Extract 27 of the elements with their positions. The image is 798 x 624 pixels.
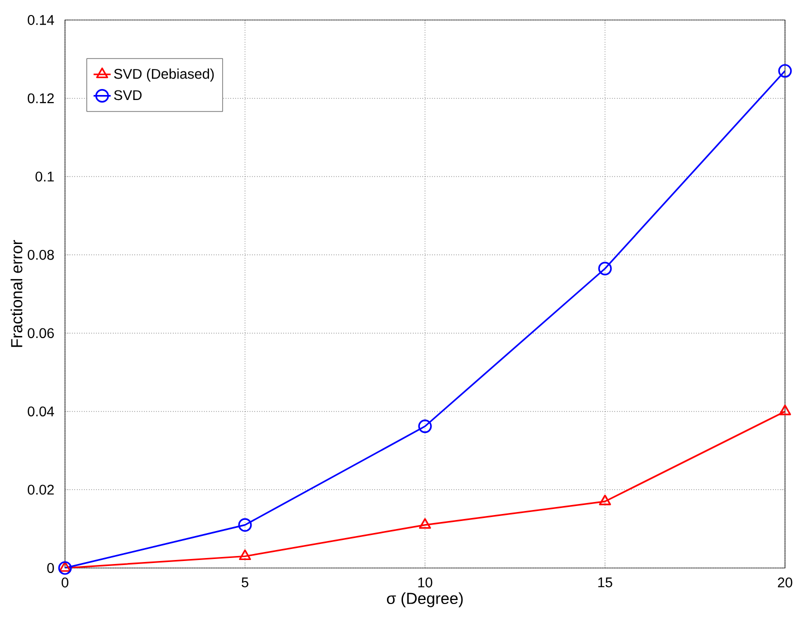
- y-tick-label: 0.02: [28, 484, 54, 495]
- y-tick-label: 0.14: [28, 15, 54, 25]
- legend-label: SVD (Debiased): [114, 68, 214, 82]
- y-tick-label: 0: [47, 563, 54, 573]
- x-axis-title: σ (Degree): [386, 592, 463, 608]
- point: [598, 262, 612, 276]
- point: [419, 518, 431, 529]
- point: [238, 518, 252, 532]
- y-tick-label: 0.12: [28, 93, 54, 104]
- y-tick-label: 0.06: [28, 328, 54, 338]
- y-tick-label: 0.1: [36, 172, 54, 182]
- x-tick-label: 15: [598, 578, 612, 588]
- point: [239, 549, 251, 560]
- x-tick-label: 0: [62, 578, 68, 588]
- point: [418, 420, 432, 434]
- point: [599, 494, 611, 506]
- y-tick-label: 0.08: [28, 250, 54, 260]
- legend-label: SVD: [114, 90, 142, 100]
- point: [778, 64, 792, 78]
- x-tick-label: 5: [242, 578, 248, 588]
- point: [58, 561, 72, 575]
- point: [59, 561, 71, 572]
- x-tick-label: 20: [778, 578, 792, 588]
- point: [779, 404, 791, 416]
- x-tick-label: 10: [418, 578, 432, 588]
- y-tick-label: 0.04: [28, 406, 54, 416]
- y-axis-title: Fractional error: [10, 240, 22, 347]
